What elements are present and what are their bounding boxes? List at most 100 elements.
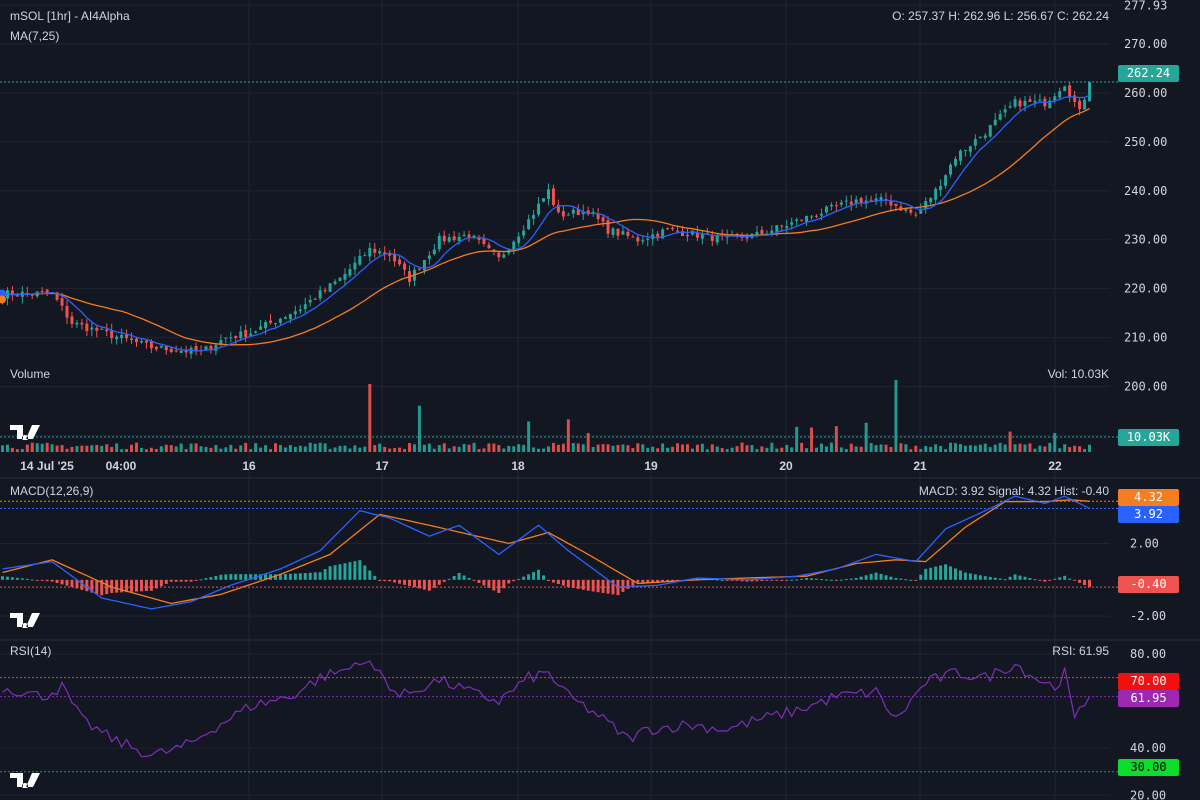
volume-bar — [581, 444, 585, 452]
candle-body — [30, 294, 34, 296]
volume-bar — [462, 444, 466, 452]
candle-body — [502, 254, 506, 258]
volume-bar — [934, 444, 938, 452]
candle-body — [517, 236, 521, 243]
volume-bar — [775, 448, 779, 452]
macd-hist-bar — [15, 577, 19, 580]
tradingview-logo-icon — [10, 425, 40, 440]
candle-body — [497, 252, 501, 258]
volume-bar — [90, 445, 94, 452]
axis-ticks: 277.93 270.00 260.00 250.00 240.00 230.00 220.… — [20, 0, 1167, 800]
candle-body — [194, 346, 198, 352]
price-tick-label: 240.00 — [1124, 184, 1167, 198]
candle-body — [745, 236, 749, 239]
candle-body — [174, 350, 178, 352]
rsi-value-tag: 61.95 — [1118, 690, 1179, 707]
candle-body — [919, 209, 923, 214]
macd-hist-bar — [884, 575, 888, 580]
volume-bar — [60, 445, 64, 452]
macd-hist-bar — [755, 579, 759, 582]
candle-body — [65, 305, 69, 318]
macd-hist-bar — [586, 579, 590, 591]
volume-bar — [810, 427, 814, 452]
candle-body — [522, 230, 526, 236]
macd-hist-bar — [358, 560, 362, 580]
macd-hist-bar — [1033, 579, 1037, 581]
macd-hist-bar — [75, 579, 79, 589]
volume-bar — [313, 443, 317, 452]
macd-hist-bar — [824, 579, 828, 581]
candle-body — [288, 314, 292, 320]
volume-bar — [512, 446, 516, 452]
macd-hist-bar — [273, 574, 277, 580]
macd-hist-bar — [646, 579, 650, 583]
macd-hist-bar — [422, 579, 426, 590]
volume-bar — [388, 448, 392, 452]
volume-bar — [889, 446, 893, 452]
candle-body — [636, 237, 640, 242]
macd-tick-label: -2.00 — [1130, 609, 1166, 623]
macd-hist-bar — [20, 578, 24, 580]
candle-body — [924, 201, 928, 210]
candle-body — [383, 252, 387, 255]
macd-hist-bar — [566, 579, 570, 588]
macd-hist-bar — [1043, 579, 1047, 582]
candle-body — [512, 241, 516, 252]
candle-body — [576, 208, 580, 215]
volume-bar — [174, 446, 178, 452]
candle-body — [854, 199, 858, 204]
macd-hist-bar — [492, 579, 496, 591]
volume-bar — [656, 448, 660, 452]
macd-hist-bar — [904, 579, 908, 581]
macd-hist-bar — [487, 579, 491, 588]
candle-body — [755, 231, 759, 236]
candle-body — [775, 225, 779, 232]
ma-fast-line — [2, 94, 1090, 352]
candle-body — [1008, 106, 1012, 108]
macd-hist-bar — [879, 573, 883, 580]
volume-bar — [750, 444, 754, 452]
macd-hist-bar — [864, 575, 868, 580]
macd-hist-bar — [169, 579, 173, 582]
macd-hist-bar — [462, 575, 466, 580]
volume-bar — [954, 443, 957, 452]
macd-hist-bar — [199, 579, 203, 581]
volume-bar — [517, 444, 521, 452]
macd-hist-bar — [85, 579, 89, 592]
candle-body — [298, 309, 302, 312]
macd-hist-bar — [770, 579, 774, 581]
candle-body — [944, 175, 948, 186]
time-tick-label: 19 — [644, 459, 658, 473]
volume-bar — [785, 444, 789, 452]
volume-bar — [50, 444, 54, 452]
macd-hist-bar — [527, 574, 531, 580]
candle-body — [661, 229, 665, 239]
volume-bar — [690, 448, 694, 452]
candle-body — [611, 228, 615, 235]
rsi-tick-label: 20.00 — [1130, 788, 1166, 800]
candle-body — [442, 235, 446, 242]
volume-bar — [556, 444, 560, 452]
candle-body — [403, 263, 407, 270]
volume-bar — [204, 446, 208, 452]
candle-body — [130, 338, 134, 341]
volume-readout: Vol: 10.03K — [1047, 367, 1109, 381]
macd-hist-bar — [259, 574, 263, 580]
candle-body — [988, 125, 992, 137]
macd-hist-bar — [854, 578, 858, 580]
macd-hist-bar — [958, 570, 962, 580]
volume-bar — [10, 447, 14, 452]
macd-hist-bar — [968, 573, 972, 580]
macd-hist-bar — [244, 574, 248, 580]
candle-body — [656, 233, 660, 237]
macd-hist-bar — [740, 579, 744, 582]
candle-body — [829, 204, 833, 207]
macd-hist-bar — [323, 569, 327, 580]
macd-hist-bar — [800, 578, 804, 580]
candle-body — [70, 316, 74, 324]
macd-hist-bar — [815, 578, 819, 580]
volume-bar — [70, 446, 74, 452]
macd-hist-bar — [561, 579, 565, 586]
candle-body — [398, 259, 402, 265]
